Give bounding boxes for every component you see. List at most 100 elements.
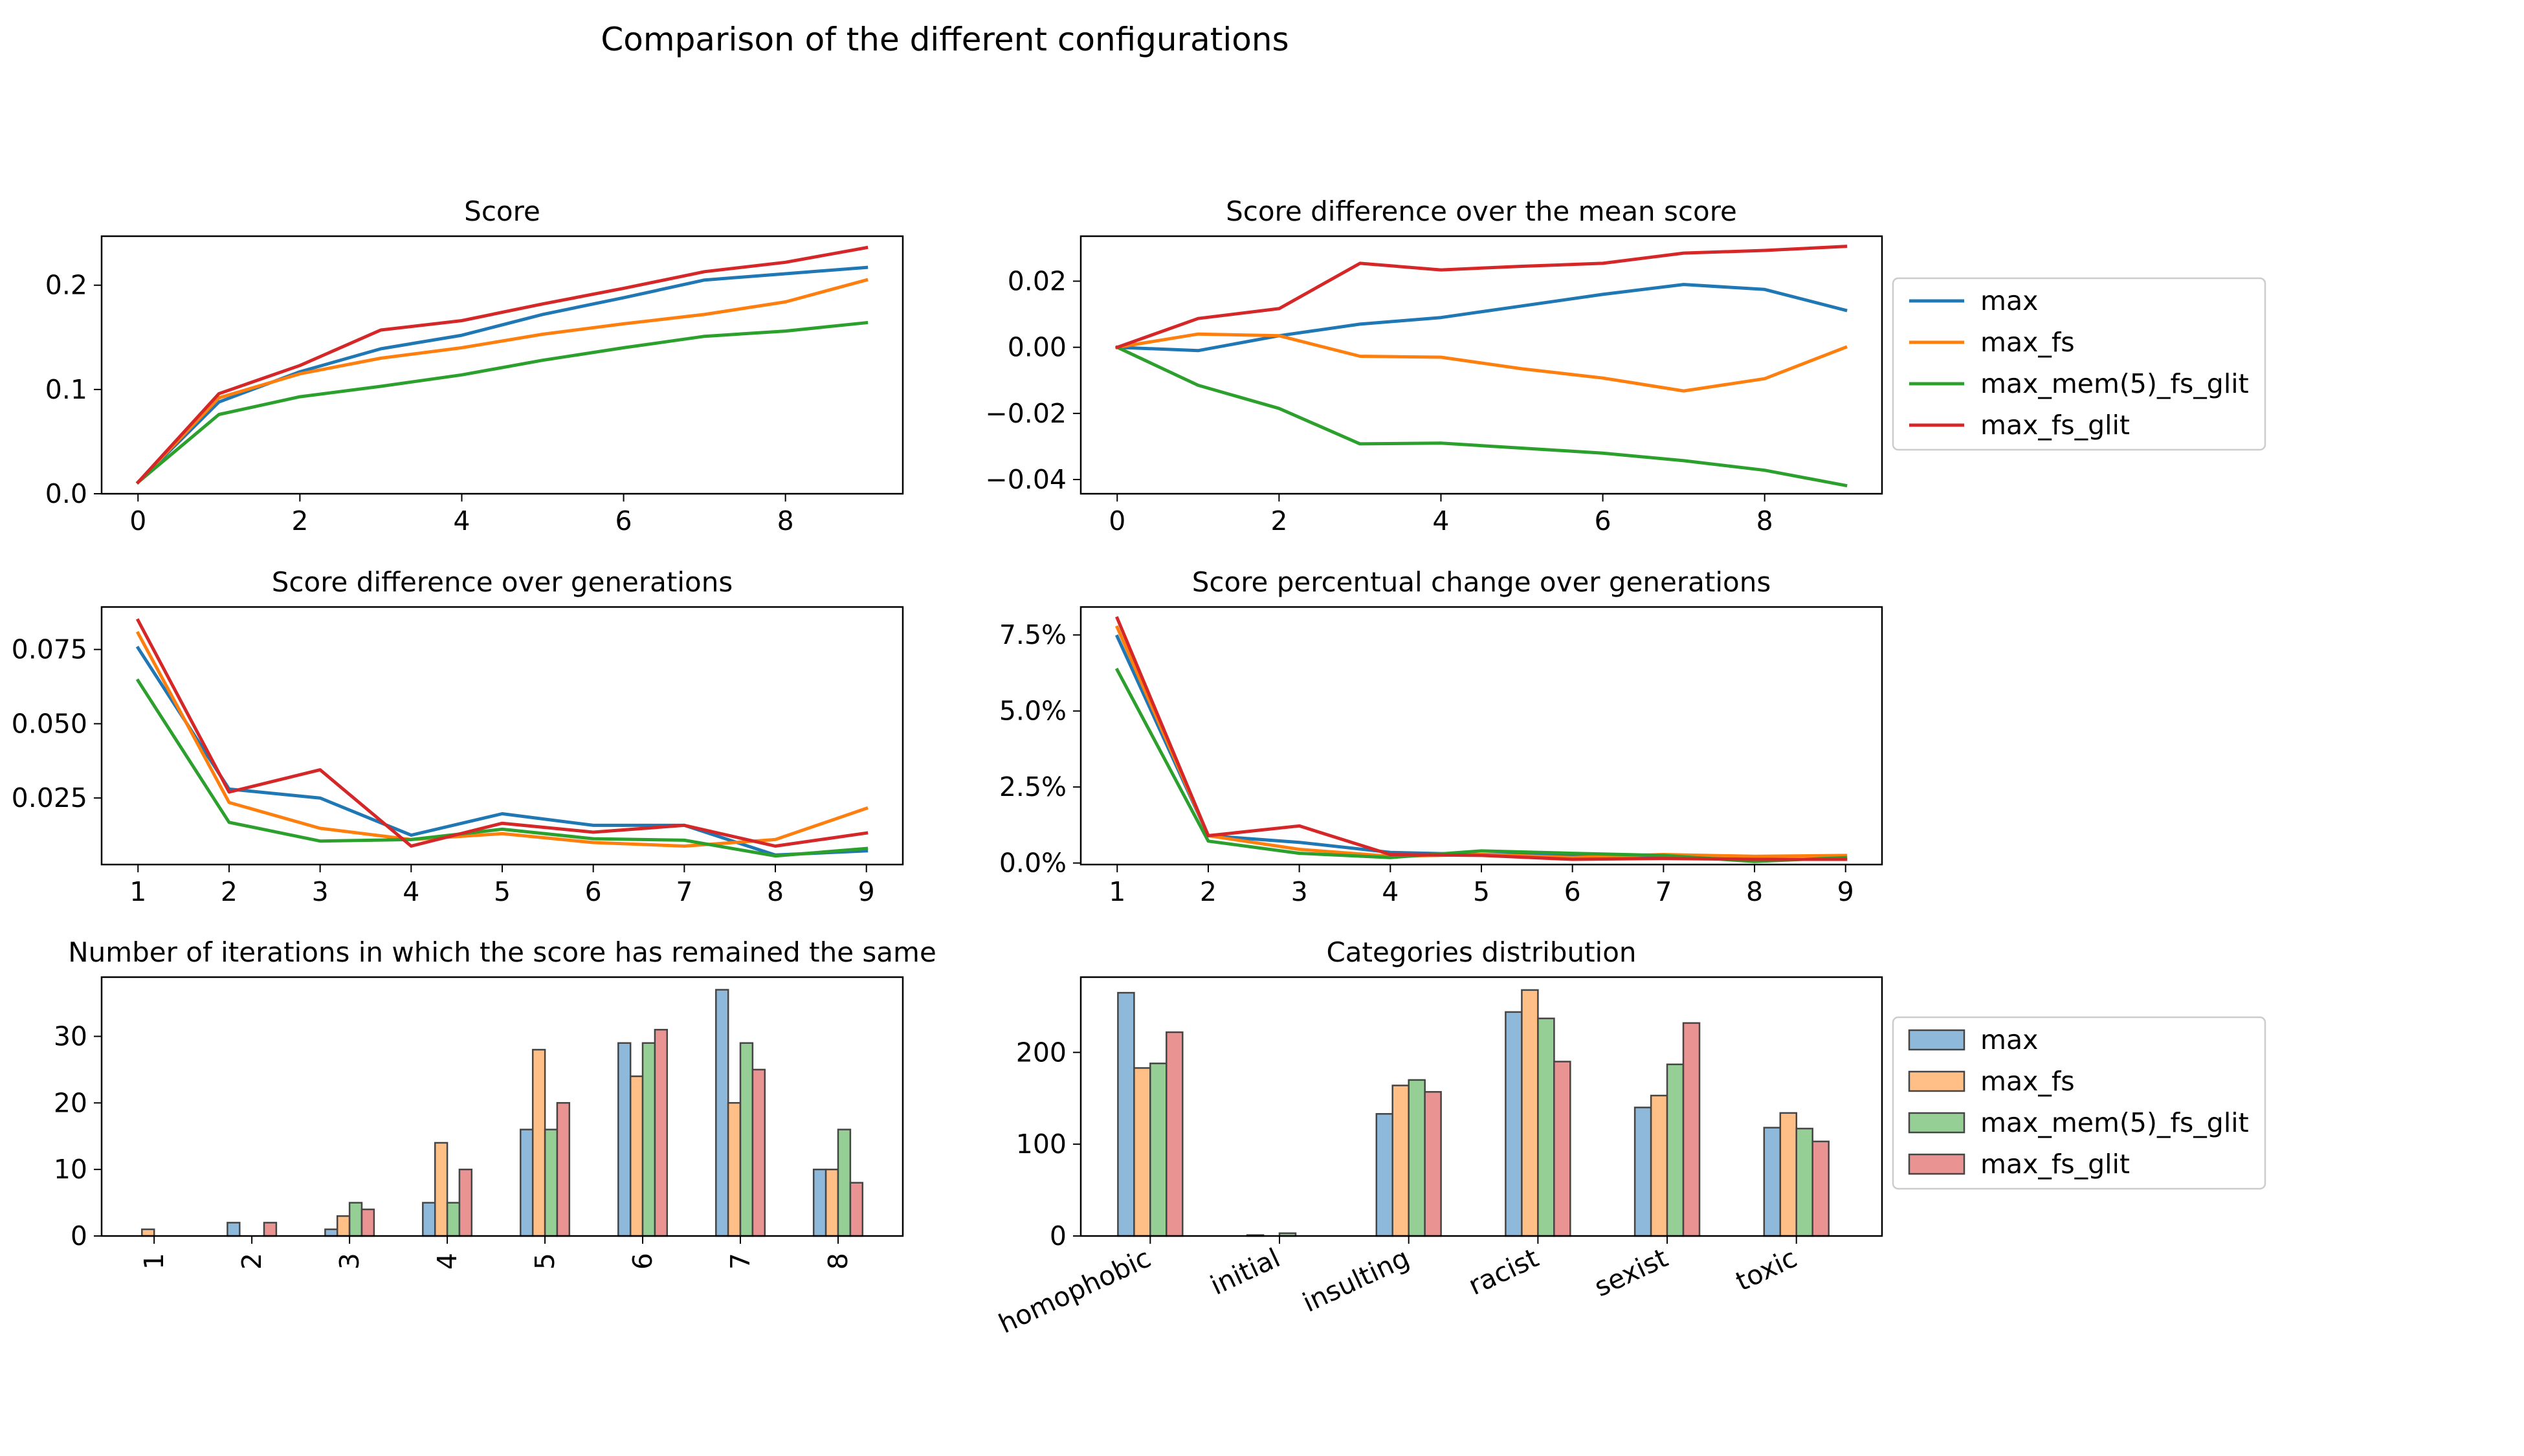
- axes-frame: [100, 235, 904, 495]
- y-tick-label: 7.5%: [999, 619, 1067, 650]
- chart-title: Score percentual change over generations: [1192, 566, 1771, 598]
- bar-max_mem(5)_fs_glit-homophobic: [1149, 1063, 1168, 1237]
- bar-max_fs_glit-insulting: [1424, 1091, 1442, 1237]
- legend-lines: max max_fs max_mem(5)_fs_glit max_fs_glit: [1892, 277, 2266, 451]
- x-tick-label: 6: [585, 876, 602, 907]
- bar-max_mem(5)_fs_glit-7: [739, 1042, 754, 1237]
- y-tick-label: 0.075: [12, 634, 87, 665]
- series-line-max: [1115, 283, 1848, 353]
- y-tick-label: −0.02: [985, 398, 1067, 429]
- y-tick-label: 0.1: [45, 374, 87, 405]
- y-tick-label: 20: [54, 1087, 87, 1118]
- chart-title: Categories distribution: [1326, 936, 1636, 968]
- y-tick-label: 5.0%: [999, 696, 1067, 727]
- y-tick-label: 2.5%: [999, 771, 1067, 802]
- series-line-max_mem(5)_fs_glit: [135, 678, 869, 858]
- series-line-max_mem(5)_fs_glit: [135, 320, 869, 485]
- legend-label-max_fs_glit: max_fs_glit: [1980, 1149, 2130, 1180]
- x-tick-label: 8: [1756, 505, 1773, 536]
- legend-label-max_mem(5)_fs_glit: max_mem(5)_fs_glit: [1980, 1107, 2249, 1138]
- x-tick-label: 4: [1382, 876, 1399, 907]
- bar-max_fs_glit-racist: [1553, 1061, 1571, 1237]
- x-tick-label: 5: [1473, 876, 1490, 907]
- chart-diff_mean: Score difference over the mean score −0.0…: [985, 195, 1883, 536]
- x-tick-label: 9: [1837, 876, 1854, 907]
- x-tick-label: 2: [291, 505, 308, 536]
- y-tick-label: 200: [1016, 1037, 1067, 1068]
- x-tick-label: 8: [1746, 876, 1763, 907]
- y-tick-label: 0.02: [1008, 265, 1067, 296]
- bar-max_fs-racist: [1521, 989, 1539, 1237]
- x-tick-label: 3: [1291, 876, 1308, 907]
- x-tick-label: 7: [725, 1253, 756, 1270]
- x-tick-label: 5: [529, 1253, 560, 1270]
- bar-max_fs-sexist: [1650, 1094, 1668, 1237]
- bar-max-homophobic: [1117, 991, 1135, 1237]
- legend-swatch-max_fs: [1908, 1070, 1965, 1092]
- bar-max-5: [520, 1129, 534, 1237]
- bar-max_fs-4: [434, 1142, 448, 1237]
- x-tick-label: 7: [1655, 876, 1672, 907]
- bar-max-3: [324, 1228, 338, 1237]
- bar-max-4: [422, 1202, 436, 1237]
- bar-max-racist: [1505, 1011, 1523, 1237]
- bar-max-8: [812, 1168, 827, 1237]
- chart-pct_gen: Score percentual change over generations…: [999, 566, 1883, 907]
- bar-max-7: [715, 989, 729, 1237]
- chart-iterations: Number of iterations in which the score …: [54, 936, 936, 1270]
- chart-diff_gen: Score difference over generations 0.025 0.…: [12, 566, 904, 907]
- x-tick-label: 4: [432, 1253, 463, 1270]
- x-tick-label: 2: [236, 1253, 267, 1270]
- series-line-max_fs: [135, 278, 869, 485]
- series-line-max_fs_glit: [135, 618, 869, 848]
- x-tick-label: 8: [823, 1253, 854, 1270]
- x-tick-label: 9: [858, 876, 875, 907]
- x-tick-label: 3: [334, 1253, 365, 1270]
- legend-swatch-max: [1908, 1029, 1965, 1051]
- legend-bars: max max_fs max_mem(5)_fs_glit max_fs_glit: [1892, 1016, 2266, 1190]
- y-tick-label: 0.050: [12, 708, 87, 739]
- series-line-max_fs_glit: [1115, 616, 1848, 861]
- bar-max_fs-7: [727, 1102, 742, 1237]
- chart-title: Score difference over the mean score: [1226, 195, 1737, 227]
- bar-max_mem(5)_fs_glit-6: [641, 1042, 656, 1237]
- y-tick-label: −0.04: [985, 464, 1067, 495]
- bar-max_fs-toxic: [1779, 1112, 1798, 1237]
- bar-max_fs-8: [825, 1168, 839, 1237]
- bar-max_fs_glit-toxic: [1811, 1140, 1830, 1237]
- axes-frame: [1079, 606, 1883, 866]
- legend-label-max_fs_glit: max_fs_glit: [1980, 410, 2130, 441]
- y-tick-label: 0: [71, 1220, 87, 1252]
- axes-frame: [1079, 976, 1883, 1237]
- bar-max_mem(5)_fs_glit-toxic: [1795, 1127, 1813, 1237]
- bar-max_mem(5)_fs_glit-insulting: [1408, 1079, 1426, 1237]
- series-line-max_fs_glit: [135, 245, 869, 485]
- x-tick-label: 2: [1200, 876, 1217, 907]
- axes-frame: [1079, 235, 1883, 495]
- bar-max-2: [227, 1222, 241, 1237]
- chart-score: Score 0.0 0.1 0.2 0 2 4 6 8: [45, 195, 904, 536]
- legend-frame: [1892, 277, 2266, 451]
- legend-label-max_fs: max_fs: [1980, 1066, 2075, 1097]
- bar-max_fs_glit-8: [849, 1182, 864, 1237]
- x-tick-label: 1: [1109, 876, 1125, 907]
- bar-max_mem(5)_fs_glit-sexist: [1666, 1063, 1685, 1237]
- figure-title: Comparison of the different configuratio…: [601, 21, 1289, 58]
- bar-max_mem(5)_fs_glit-5: [544, 1129, 559, 1237]
- axes-frame: [100, 976, 904, 1237]
- x-tick-label: 5: [494, 876, 511, 907]
- bar-max_fs_glit-4: [458, 1168, 473, 1237]
- y-tick-label: 0.00: [1008, 332, 1067, 363]
- legend-swatch-max_fs_glit: [1908, 1153, 1965, 1175]
- bar-max_mem(5)_fs_glit-3: [348, 1202, 363, 1237]
- series-line-max_fs: [135, 631, 869, 848]
- x-tick-label: 6: [1564, 876, 1581, 907]
- y-tick-label: 10: [54, 1154, 87, 1185]
- bar-max_fs-3: [336, 1215, 351, 1237]
- bar-max-insulting: [1375, 1113, 1394, 1237]
- y-tick-label: 30: [54, 1021, 87, 1052]
- legend-label-max_mem(5)_fs_glit: max_mem(5)_fs_glit: [1980, 368, 2249, 399]
- series-line-max: [135, 645, 869, 857]
